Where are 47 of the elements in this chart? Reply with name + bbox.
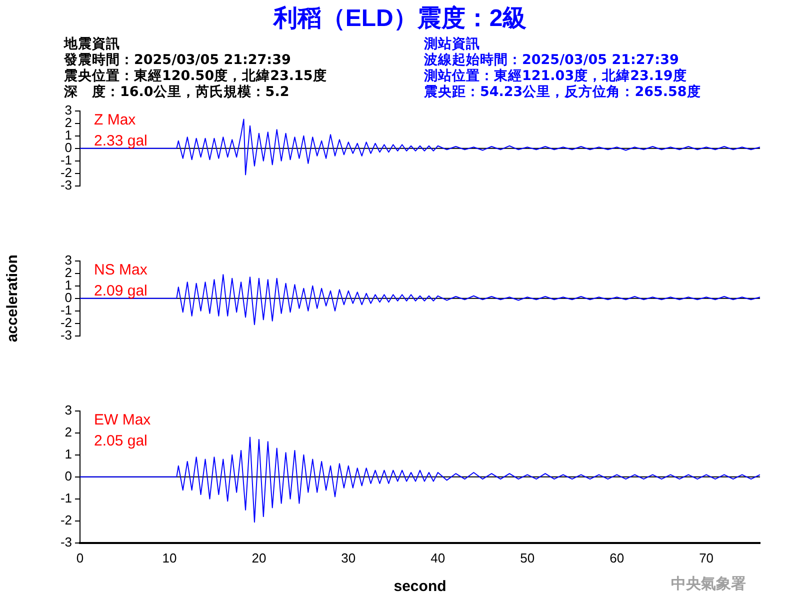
- annotation: EW Max: [94, 411, 152, 428]
- text: 測站位置：東經121.03度，北緯23.19度: [424, 68, 688, 84]
- x-tick-label: 40: [430, 550, 446, 566]
- x-tick-label: 60: [610, 550, 624, 566]
- annotation: Z Max: [94, 111, 136, 128]
- y-tick-label: -1: [60, 490, 72, 506]
- y-tick-label: -1: [60, 302, 72, 318]
- y-tick-label: -1: [60, 152, 72, 168]
- y-tick-label: 0: [64, 290, 72, 305]
- y-tick-label: 1: [64, 277, 72, 292]
- y-tick-label: 0: [64, 140, 72, 155]
- annotation: 2.09 gal: [94, 282, 148, 300]
- y-axis-title: acceleration: [4, 254, 22, 342]
- text: 利稻（ELD）震度：2級: [272, 4, 528, 34]
- y-tick-label: -2: [60, 165, 72, 180]
- annotation: 2.05 gal: [94, 432, 148, 450]
- y-tick-label: -2: [60, 315, 72, 330]
- y-tick-label: -2: [60, 512, 72, 528]
- x-tick-label: 10: [162, 550, 177, 566]
- annotation: NS Max: [94, 261, 148, 278]
- y-tick-label: 1: [64, 127, 72, 142]
- text: 震央距：54.23公里，反方位角：265.58度: [424, 84, 701, 100]
- y-tick-label: 2: [64, 424, 72, 440]
- annotation: 2.33 gal: [94, 132, 148, 150]
- text: 震央位置：東經120.50度，北緯23.15度: [64, 68, 327, 84]
- text: 波線起始時間：2025/03/05 21:27:39: [424, 52, 680, 68]
- y-tick-label: -3: [60, 534, 72, 550]
- x-tick-label: 70: [699, 550, 714, 566]
- text: 地震資訊: [64, 36, 121, 52]
- x-tick-label: 0: [76, 550, 84, 566]
- x-axis-title: second: [394, 578, 446, 596]
- y-tick-label: 2: [64, 114, 72, 130]
- y-tick-label: -3: [60, 178, 72, 193]
- x-tick-label: 20: [252, 550, 266, 566]
- text: 深 度：16.0公里，芮氏規模：5.2: [64, 84, 290, 100]
- x-tick-label: 50: [520, 550, 535, 566]
- x-tick-label: 30: [341, 550, 356, 566]
- y-tick-label: -3: [60, 328, 72, 343]
- y-tick-label: 1: [64, 446, 72, 462]
- text: 發震時間：2025/03/05 21:27:39: [64, 52, 292, 68]
- y-tick-label: 2: [64, 264, 72, 280]
- y-tick-label: 3: [64, 102, 72, 118]
- y-tick-label: 3: [64, 252, 72, 268]
- y-tick-label: 3: [64, 402, 72, 418]
- text: 測站資訊: [424, 36, 481, 52]
- y-tick-label: 0: [64, 468, 72, 484]
- text: 中央氣象署: [671, 574, 746, 592]
